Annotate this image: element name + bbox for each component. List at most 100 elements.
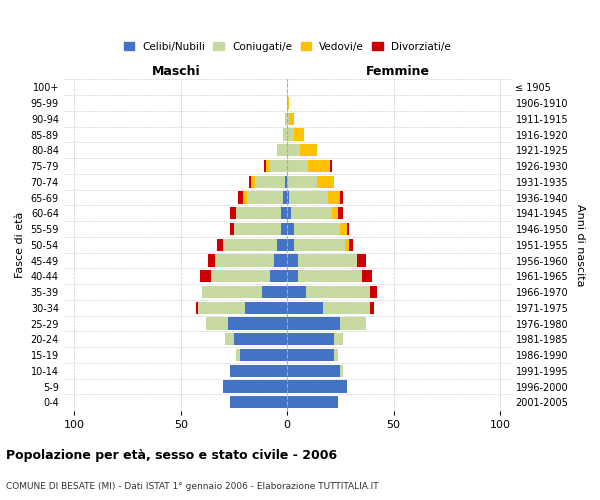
- Bar: [338, 207, 343, 220]
- Bar: [287, 207, 292, 220]
- Bar: [287, 97, 289, 109]
- Bar: [274, 254, 287, 266]
- Bar: [236, 349, 241, 361]
- Bar: [281, 223, 287, 235]
- Bar: [287, 333, 334, 345]
- Bar: [285, 112, 287, 125]
- Bar: [287, 254, 298, 266]
- Bar: [227, 318, 287, 330]
- Bar: [328, 192, 340, 203]
- Bar: [230, 223, 234, 235]
- Text: Maschi: Maschi: [152, 65, 201, 78]
- Bar: [362, 270, 373, 282]
- Bar: [208, 254, 215, 266]
- Bar: [340, 364, 343, 377]
- Text: COMUNE DI BESATE (MI) - Dati ISTAT 1° gennaio 2006 - Elaborazione TUTTITALIA.IT: COMUNE DI BESATE (MI) - Dati ISTAT 1° ge…: [6, 482, 379, 491]
- Y-axis label: Anni di nascita: Anni di nascita: [575, 204, 585, 286]
- Bar: [215, 254, 274, 266]
- Bar: [270, 160, 287, 172]
- Bar: [230, 207, 236, 220]
- Bar: [238, 192, 242, 203]
- Bar: [287, 302, 323, 314]
- Text: Popolazione per età, sesso e stato civile - 2006: Popolazione per età, sesso e stato civil…: [6, 450, 337, 462]
- Bar: [347, 223, 349, 235]
- Bar: [226, 333, 234, 345]
- Bar: [307, 286, 370, 298]
- Bar: [281, 207, 287, 220]
- Bar: [370, 286, 377, 298]
- Bar: [334, 349, 338, 361]
- Bar: [287, 396, 338, 408]
- Bar: [200, 270, 211, 282]
- Bar: [270, 270, 287, 282]
- Bar: [217, 238, 223, 251]
- Bar: [289, 112, 293, 125]
- Bar: [287, 270, 298, 282]
- Bar: [323, 302, 370, 314]
- Bar: [223, 238, 277, 251]
- Bar: [292, 207, 332, 220]
- Bar: [287, 144, 300, 156]
- Bar: [349, 238, 353, 251]
- Bar: [251, 176, 255, 188]
- Bar: [358, 254, 366, 266]
- Bar: [344, 238, 349, 251]
- Bar: [287, 286, 307, 298]
- Bar: [340, 318, 366, 330]
- Bar: [264, 160, 266, 172]
- Bar: [211, 270, 270, 282]
- Bar: [262, 286, 287, 298]
- Bar: [242, 192, 247, 203]
- Bar: [287, 112, 289, 125]
- Bar: [334, 333, 343, 345]
- Bar: [287, 160, 308, 172]
- Bar: [289, 192, 328, 203]
- Bar: [247, 192, 283, 203]
- Bar: [283, 128, 287, 140]
- Bar: [285, 176, 287, 188]
- Bar: [206, 318, 227, 330]
- Bar: [330, 160, 332, 172]
- Bar: [308, 160, 330, 172]
- Bar: [255, 176, 285, 188]
- Bar: [293, 238, 344, 251]
- Bar: [283, 192, 287, 203]
- Bar: [298, 254, 358, 266]
- Bar: [332, 207, 338, 220]
- Bar: [287, 318, 340, 330]
- Bar: [370, 302, 374, 314]
- Bar: [293, 223, 340, 235]
- Bar: [300, 144, 317, 156]
- Bar: [287, 176, 317, 188]
- Bar: [340, 223, 347, 235]
- Bar: [340, 192, 343, 203]
- Bar: [287, 128, 293, 140]
- Bar: [287, 238, 293, 251]
- Text: Femmine: Femmine: [366, 65, 430, 78]
- Bar: [277, 238, 287, 251]
- Bar: [293, 128, 304, 140]
- Bar: [196, 302, 198, 314]
- Bar: [236, 207, 281, 220]
- Bar: [230, 396, 287, 408]
- Bar: [317, 176, 334, 188]
- Bar: [241, 349, 287, 361]
- Bar: [198, 302, 245, 314]
- Bar: [234, 333, 287, 345]
- Bar: [223, 380, 287, 392]
- Bar: [249, 176, 251, 188]
- Bar: [277, 144, 287, 156]
- Bar: [266, 160, 270, 172]
- Legend: Celibi/Nubili, Coniugati/e, Vedovi/e, Divorziati/e: Celibi/Nubili, Coniugati/e, Vedovi/e, Di…: [119, 38, 455, 56]
- Bar: [287, 223, 293, 235]
- Bar: [230, 364, 287, 377]
- Y-axis label: Fasce di età: Fasce di età: [15, 212, 25, 278]
- Bar: [287, 364, 340, 377]
- Bar: [245, 302, 287, 314]
- Bar: [287, 380, 347, 392]
- Bar: [287, 192, 289, 203]
- Bar: [287, 349, 334, 361]
- Bar: [298, 270, 362, 282]
- Bar: [234, 223, 281, 235]
- Bar: [202, 286, 262, 298]
